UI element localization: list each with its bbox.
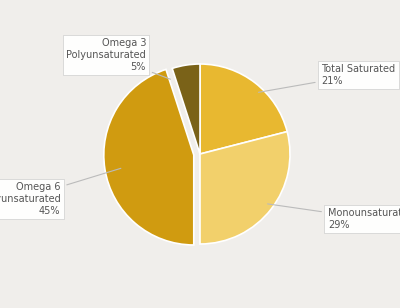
Wedge shape [104,69,194,245]
Text: Omega 3
Polyunsaturated
5%: Omega 3 Polyunsaturated 5% [66,38,170,79]
Text: Total Saturated
21%: Total Saturated 21% [258,64,396,92]
Text: Monounsaturated
29%: Monounsaturated 29% [268,204,400,229]
Wedge shape [200,132,290,244]
Text: Omega 6
Polyunsaturated
45%: Omega 6 Polyunsaturated 45% [0,168,121,216]
Wedge shape [172,64,200,154]
Wedge shape [200,64,287,154]
